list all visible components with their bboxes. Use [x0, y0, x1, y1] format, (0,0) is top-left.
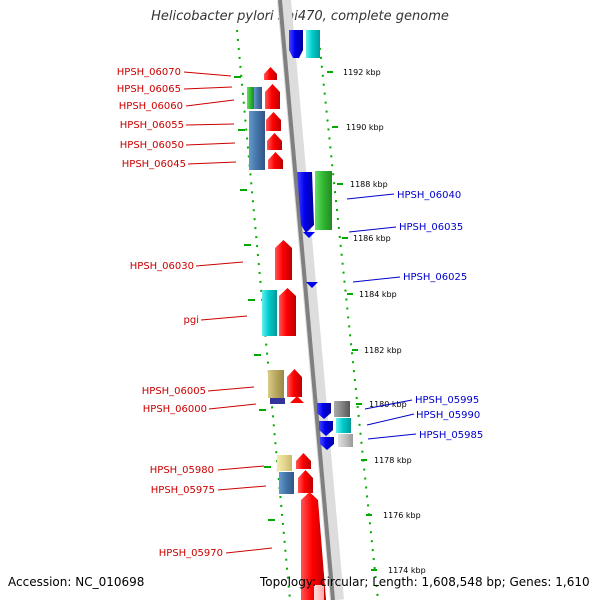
gene-box[interactable] — [279, 472, 294, 494]
tick-label: 1182 kbp — [364, 346, 402, 355]
accession-text: Accession: NC_010698 — [8, 575, 145, 589]
gene-label[interactable]: HPSH_06045 — [122, 159, 186, 170]
gene-label[interactable]: HPSH_05990 — [416, 410, 480, 421]
tick-label: 1192 kbp — [343, 68, 381, 77]
tick-marks — [234, 71, 377, 571]
gene-box[interactable] — [268, 370, 284, 398]
tick-label: 1184 kbp — [359, 290, 397, 299]
gene-arrow[interactable] — [296, 453, 311, 469]
gene-box[interactable] — [262, 290, 277, 336]
gene-label[interactable]: HPSH_06005 — [142, 386, 206, 397]
gene-label[interactable]: HPSH_06065 — [117, 84, 181, 95]
leader-line — [187, 161, 237, 165]
leader-line — [183, 71, 232, 77]
gene-box[interactable] — [247, 87, 254, 109]
gene-label[interactable]: HPSH_06050 — [120, 140, 184, 151]
gene-arrow[interactable] — [267, 133, 282, 150]
gene-box[interactable] — [334, 401, 350, 417]
gene-arrow[interactable] — [264, 67, 277, 80]
gene-box[interactable] — [249, 111, 265, 170]
leader-line — [183, 86, 233, 90]
tick-label: 1190 kbp — [346, 123, 384, 132]
gene-label[interactable]: HPSH_06060 — [119, 101, 183, 112]
genome-summary-text: Topology: circular; Length: 1,608,548 bp… — [260, 575, 590, 589]
gene-arrow[interactable] — [268, 152, 283, 169]
gene-label[interactable]: pgi — [184, 315, 199, 326]
leader-line — [225, 547, 273, 554]
gene-arrow[interactable] — [319, 421, 333, 436]
gene-arrow[interactable] — [275, 240, 292, 280]
left-gene-labels: HPSH_06070 HPSH_06065 HPSH_06060 HPSH_06… — [117, 67, 223, 559]
gene-box[interactable] — [254, 87, 262, 109]
leader-line — [185, 99, 235, 107]
gene-box[interactable] — [338, 434, 353, 447]
gene-arrow[interactable] — [317, 403, 331, 419]
leader-line — [200, 315, 248, 321]
gene-arrow[interactable] — [289, 30, 303, 58]
tick-labels: 1192 kbp 1190 kbp 1188 kbp 1186 kbp 1184… — [343, 68, 426, 575]
left-guide-line — [236, 29, 291, 600]
gene-box[interactable] — [306, 30, 320, 58]
gene-arrow[interactable] — [320, 437, 334, 450]
gene-label[interactable]: HPSH_05995 — [415, 395, 479, 406]
tick-label: 1188 kbp — [350, 180, 388, 189]
gene-label[interactable]: HPSH_05980 — [150, 465, 214, 476]
gene-label[interactable]: HPSH_06040 — [397, 190, 461, 201]
backbone-line — [278, 0, 335, 600]
gene-box[interactable] — [314, 585, 324, 600]
gene-label[interactable]: HPSH_05985 — [419, 430, 483, 441]
leader-line — [217, 485, 267, 491]
gene-label[interactable]: HPSH_06070 — [117, 67, 181, 78]
leader-line — [367, 433, 417, 440]
gene-label[interactable]: HPSH_06000 — [143, 404, 207, 415]
gene-arrow[interactable] — [303, 232, 315, 238]
leader-line — [185, 142, 236, 146]
right-guide-line — [317, 29, 379, 600]
gene-box[interactable] — [270, 398, 285, 404]
leader-line — [208, 403, 257, 410]
gene-arrow[interactable] — [298, 470, 313, 493]
tick-label: 1176 kbp — [383, 511, 421, 520]
gene-features — [247, 30, 353, 600]
gene-label[interactable]: HPSH_05970 — [159, 548, 223, 559]
gene-label[interactable]: HPSH_06030 — [130, 261, 194, 272]
gene-label[interactable]: HPSH_05975 — [151, 485, 215, 496]
right-gene-labels: HPSH_06040 HPSH_06035 HPSH_06025 HPSH_05… — [397, 190, 483, 441]
gene-arrow[interactable] — [290, 396, 304, 403]
gene-arrow[interactable] — [279, 288, 296, 336]
gene-box[interactable] — [336, 418, 351, 433]
backbone-shadow — [277, 0, 344, 600]
gene-label[interactable]: HPSH_06025 — [403, 272, 467, 283]
left-leader-lines — [183, 71, 273, 554]
leader-line — [366, 413, 415, 426]
leader-line — [185, 123, 235, 126]
gene-arrow[interactable] — [266, 112, 281, 131]
leader-line — [348, 226, 397, 233]
map-title: Helicobacter pylori Shi470, complete gen… — [151, 9, 449, 24]
tick-label: 1174 kbp — [388, 566, 426, 575]
gene-label[interactable]: HPSH_06035 — [399, 222, 463, 233]
gene-arrow[interactable] — [306, 282, 318, 288]
gene-arrow[interactable] — [287, 369, 302, 397]
gene-label[interactable]: HPSH_06055 — [120, 120, 184, 131]
leader-line — [217, 465, 265, 471]
gene-arrow[interactable] — [265, 84, 280, 109]
leader-line — [207, 386, 255, 392]
right-leader-lines — [346, 193, 417, 440]
leader-line — [364, 399, 413, 410]
leader-line — [346, 193, 395, 200]
gene-box[interactable] — [277, 455, 292, 471]
leader-line — [195, 261, 244, 267]
tick-label: 1178 kbp — [374, 456, 412, 465]
gene-arrow[interactable] — [297, 172, 314, 233]
leader-line — [352, 276, 401, 283]
tick-label: 1186 kbp — [353, 234, 391, 243]
gene-arrow[interactable] — [301, 492, 326, 600]
gene-box[interactable] — [315, 171, 332, 230]
